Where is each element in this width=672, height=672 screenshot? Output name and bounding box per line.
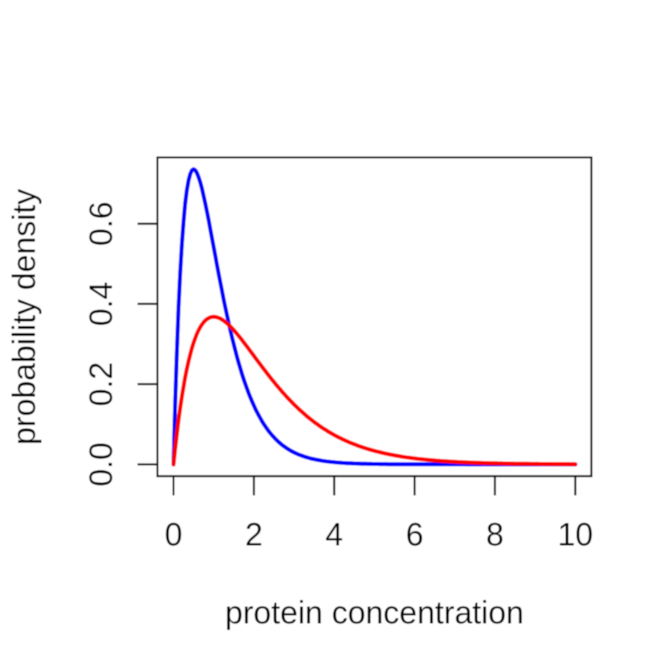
svg-text:4: 4: [325, 517, 343, 553]
svg-text:10: 10: [558, 517, 594, 553]
svg-text:8: 8: [486, 517, 504, 553]
svg-text:0: 0: [165, 517, 183, 553]
svg-text:probability density: probability density: [6, 189, 42, 445]
svg-text:0.4: 0.4: [83, 282, 119, 326]
svg-text:0.2: 0.2: [83, 362, 119, 406]
svg-text:6: 6: [406, 517, 424, 553]
svg-text:protein concentration: protein concentration: [225, 594, 524, 630]
svg-text:0.6: 0.6: [83, 201, 119, 245]
svg-text:0.0: 0.0: [83, 442, 119, 486]
svg-text:2: 2: [245, 517, 263, 553]
